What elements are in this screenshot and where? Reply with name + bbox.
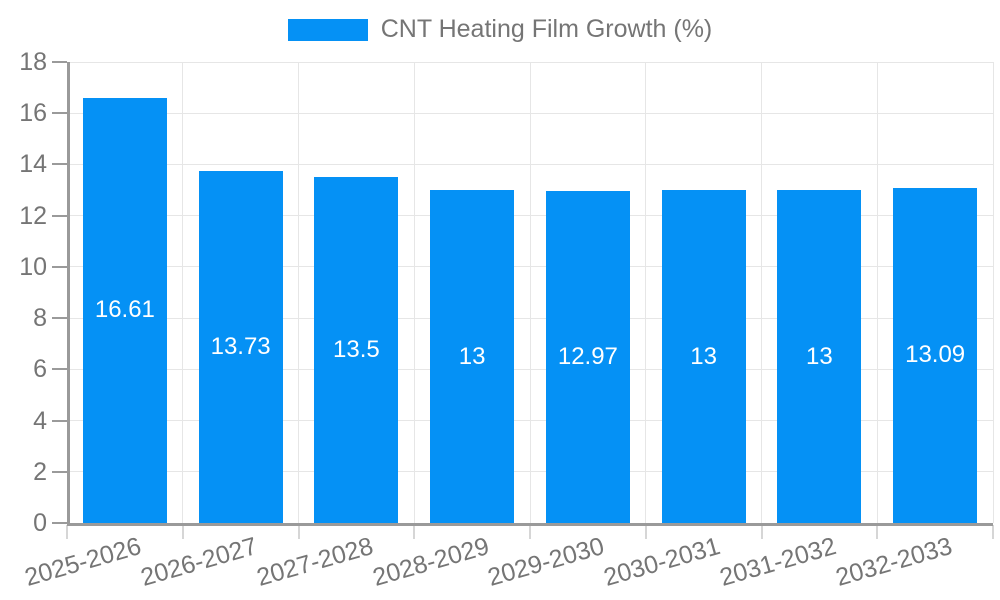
y-tick xyxy=(52,214,67,217)
y-tick xyxy=(52,163,67,166)
x-tick xyxy=(992,525,994,539)
bar[interactable]: 13.73 xyxy=(198,171,283,523)
y-tick xyxy=(52,317,67,320)
bar-value-label: 16.61 xyxy=(94,296,155,324)
y-axis-line xyxy=(67,62,70,526)
y-tick xyxy=(52,368,67,371)
y-tick xyxy=(52,61,67,63)
legend-label: CNT Heating Film Growth (%) xyxy=(380,15,713,43)
y-tick xyxy=(52,470,67,473)
y-tick xyxy=(52,522,67,524)
x-tick xyxy=(644,525,647,539)
x-tick-label: 2027-2028 xyxy=(253,532,377,592)
x-gridline xyxy=(761,62,762,523)
x-tick xyxy=(66,525,68,539)
x-tick xyxy=(529,525,531,539)
x-tick xyxy=(876,525,879,539)
y-tick-label: 2 xyxy=(33,457,47,486)
y-tick-label: 16 xyxy=(19,99,47,128)
bar-value-label: 13.5 xyxy=(333,336,380,364)
bar-value-label: 13.09 xyxy=(905,341,966,369)
x-gridline xyxy=(413,62,415,523)
x-tick-label: 2032-2033 xyxy=(832,532,955,592)
x-tick-label: 2030-2031 xyxy=(600,532,724,592)
bar-value-label: 13 xyxy=(458,342,486,370)
bar[interactable]: 13 xyxy=(777,190,862,523)
x-axis-line xyxy=(67,523,993,526)
x-tick-label: 2026-2027 xyxy=(137,532,261,592)
bar-value-label: 13 xyxy=(690,342,717,370)
y-tick-label: 12 xyxy=(19,201,47,230)
bar-value-label: 13.73 xyxy=(210,333,271,361)
x-tick-label: 2029-2030 xyxy=(484,532,608,592)
y-tick xyxy=(52,112,67,115)
x-gridline xyxy=(529,62,531,523)
y-tick-label: 0 xyxy=(33,509,47,537)
x-gridline xyxy=(992,62,994,523)
bar[interactable]: 13 xyxy=(430,190,515,523)
x-tick-label: 2031-2032 xyxy=(716,532,840,592)
y-tick-label: 10 xyxy=(19,252,47,281)
y-tick-label: 14 xyxy=(19,150,47,179)
bar[interactable]: 13.5 xyxy=(314,177,399,523)
legend-swatch-icon xyxy=(287,18,368,41)
bar-value-label: 12.97 xyxy=(557,342,618,370)
bar-value-label: 13 xyxy=(806,342,833,370)
x-gridline xyxy=(645,62,647,523)
x-tick xyxy=(760,525,763,539)
x-gridline xyxy=(298,62,299,523)
y-tick-label: 4 xyxy=(33,406,47,435)
bar[interactable]: 13.09 xyxy=(893,187,978,523)
x-tick xyxy=(297,525,300,539)
bar[interactable]: 16.61 xyxy=(82,97,167,523)
x-gridline xyxy=(876,62,878,523)
y-tick-label: 8 xyxy=(33,304,47,333)
x-tick-label: 2028-2029 xyxy=(369,532,492,592)
x-tick xyxy=(181,525,184,539)
y-tick-label: 6 xyxy=(33,355,47,384)
x-tick-label: 2025-2026 xyxy=(21,532,145,592)
x-tick xyxy=(413,525,416,539)
bar[interactable]: 12.97 xyxy=(545,190,630,523)
y-tick xyxy=(52,419,67,422)
y-tick xyxy=(52,265,67,268)
legend-item[interactable]: CNT Heating Film Growth (%) xyxy=(0,15,1000,44)
x-gridline xyxy=(182,62,184,523)
bar[interactable]: 13 xyxy=(661,190,746,523)
y-tick-label: 18 xyxy=(19,48,47,76)
